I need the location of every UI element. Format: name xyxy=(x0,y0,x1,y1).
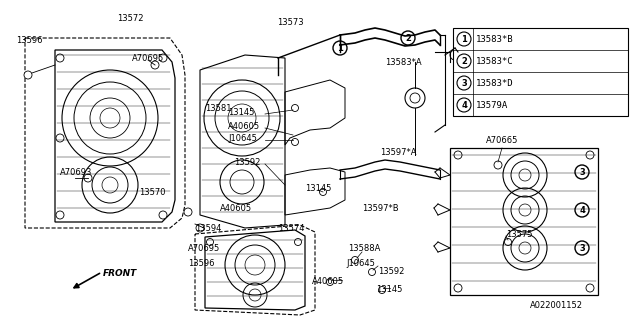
Text: 3: 3 xyxy=(579,244,585,252)
Text: 13596: 13596 xyxy=(188,260,214,268)
Text: 13572: 13572 xyxy=(116,13,143,22)
Text: A40605: A40605 xyxy=(312,277,344,286)
Circle shape xyxy=(575,203,589,217)
Circle shape xyxy=(56,54,64,62)
Circle shape xyxy=(159,54,167,62)
Text: 13597*A: 13597*A xyxy=(380,148,417,156)
Text: 13596: 13596 xyxy=(16,36,42,44)
Text: 13575: 13575 xyxy=(506,229,532,238)
Text: 13583*C: 13583*C xyxy=(476,57,514,66)
Circle shape xyxy=(401,31,415,45)
Circle shape xyxy=(184,208,192,216)
Text: 4: 4 xyxy=(579,205,585,214)
Circle shape xyxy=(291,105,298,111)
Text: FRONT: FRONT xyxy=(103,268,137,277)
Text: 13594: 13594 xyxy=(195,223,221,233)
Text: 13145: 13145 xyxy=(305,183,332,193)
Text: J10645: J10645 xyxy=(346,260,375,268)
Circle shape xyxy=(575,241,589,255)
Text: A40605: A40605 xyxy=(228,122,260,131)
Circle shape xyxy=(575,165,589,179)
Circle shape xyxy=(294,238,301,245)
Text: 13573: 13573 xyxy=(276,18,303,27)
Circle shape xyxy=(450,50,460,60)
Text: A022001152: A022001152 xyxy=(529,301,582,310)
Text: A70665: A70665 xyxy=(486,135,518,145)
Circle shape xyxy=(56,134,64,142)
Text: 13570: 13570 xyxy=(139,188,165,196)
Circle shape xyxy=(586,151,594,159)
Bar xyxy=(453,28,628,116)
Text: 2: 2 xyxy=(461,57,467,66)
Text: 4: 4 xyxy=(461,100,467,109)
Circle shape xyxy=(378,286,385,293)
Circle shape xyxy=(319,188,326,196)
Circle shape xyxy=(151,61,159,69)
Circle shape xyxy=(494,161,502,169)
Circle shape xyxy=(369,268,376,276)
Text: 3: 3 xyxy=(579,167,585,177)
Circle shape xyxy=(326,278,333,285)
Circle shape xyxy=(159,211,167,219)
Text: 13592: 13592 xyxy=(234,157,260,166)
Circle shape xyxy=(454,284,462,292)
Circle shape xyxy=(457,54,471,68)
Circle shape xyxy=(586,284,594,292)
Text: 3: 3 xyxy=(461,78,467,87)
Circle shape xyxy=(291,139,298,146)
Text: 2: 2 xyxy=(405,34,411,43)
Circle shape xyxy=(196,224,204,232)
Circle shape xyxy=(207,238,214,245)
Text: 13592: 13592 xyxy=(378,268,404,276)
Circle shape xyxy=(351,257,358,263)
Text: 1: 1 xyxy=(461,35,467,44)
Text: 13597*B: 13597*B xyxy=(362,204,399,212)
Circle shape xyxy=(454,151,462,159)
Circle shape xyxy=(333,41,347,55)
Text: 13583*B: 13583*B xyxy=(476,35,514,44)
Text: 13145: 13145 xyxy=(376,285,403,294)
Text: A70693: A70693 xyxy=(60,167,92,177)
Text: 13581: 13581 xyxy=(205,103,232,113)
Text: A70695: A70695 xyxy=(132,53,164,62)
Circle shape xyxy=(56,211,64,219)
Text: 13579A: 13579A xyxy=(476,100,508,109)
Circle shape xyxy=(457,98,471,112)
Circle shape xyxy=(84,174,92,182)
Text: J10645: J10645 xyxy=(228,133,257,142)
Text: 13145: 13145 xyxy=(228,108,254,116)
Text: 13583*A: 13583*A xyxy=(385,58,422,67)
Circle shape xyxy=(504,238,511,245)
Text: 13588A: 13588A xyxy=(348,244,380,252)
Circle shape xyxy=(457,32,471,46)
Circle shape xyxy=(457,76,471,90)
Circle shape xyxy=(24,71,32,79)
Text: 1: 1 xyxy=(337,44,343,52)
Text: A70695: A70695 xyxy=(188,244,220,252)
Text: 13574: 13574 xyxy=(278,223,305,233)
Text: 13583*D: 13583*D xyxy=(476,78,514,87)
Text: A40605: A40605 xyxy=(220,204,252,212)
